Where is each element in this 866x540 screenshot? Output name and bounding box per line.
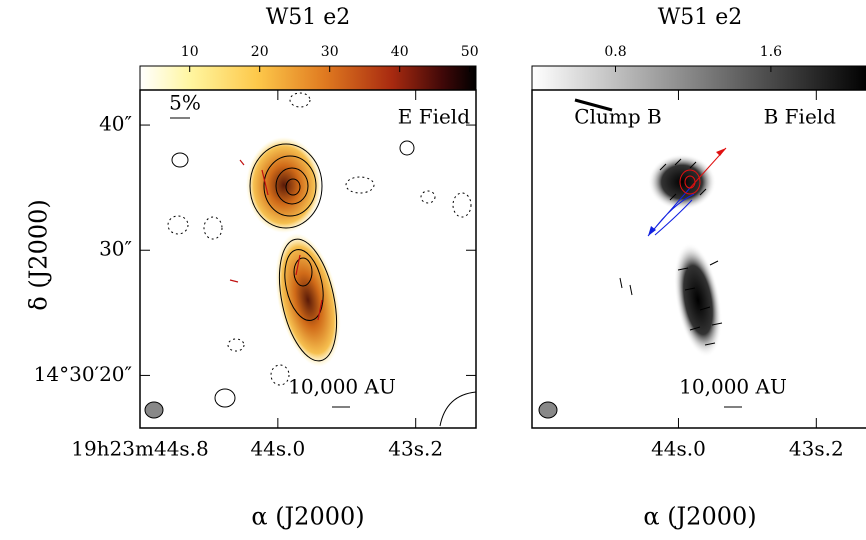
panel-title: W51 e2 [266,5,351,30]
colorbar-tick-label: 1.6 [760,44,782,60]
y-tick-label: 40″ [99,112,132,136]
colorbar [139,65,477,91]
panel-frame [531,89,866,429]
colorbar-tick-label: 50 [461,44,479,60]
annotation: E Field [398,105,470,129]
x-axis-label: α (J2000) [643,503,756,531]
colorbar-tick-label: 10 [181,44,199,60]
panel-frame [139,89,477,429]
colorbar-tick-label: 40 [391,44,409,60]
x-tick-label: 43s.2 [789,437,844,461]
x-tick-label: 19h23m44s.8 [71,437,209,461]
x-tick-label: 44s.0 [250,437,305,461]
y-tick-label: 30″ [99,237,132,261]
annotation: 10,000 AU [288,375,396,399]
annotation: B Field [764,105,837,129]
x-tick-label: 44s.0 [651,437,706,461]
colorbar [531,65,866,91]
colorbar-tick-label: 0.8 [604,44,626,60]
panel-title: W51 e2 [658,5,743,30]
annotation: 10,000 AU [679,375,787,399]
y-tick-label: 14°30′20″ [34,362,132,386]
dust-map [538,98,742,419]
y-axis-label: δ (J2000) [25,199,53,311]
emission-map [144,92,477,427]
annotation: Clump B [574,105,661,129]
colorbar-tick-label: 30 [321,44,339,60]
colorbar-tick-label: 20 [251,44,269,60]
x-axis-label: α (J2000) [251,503,364,531]
annotation: 5% [169,91,201,115]
x-tick-label: 43s.2 [388,437,443,461]
